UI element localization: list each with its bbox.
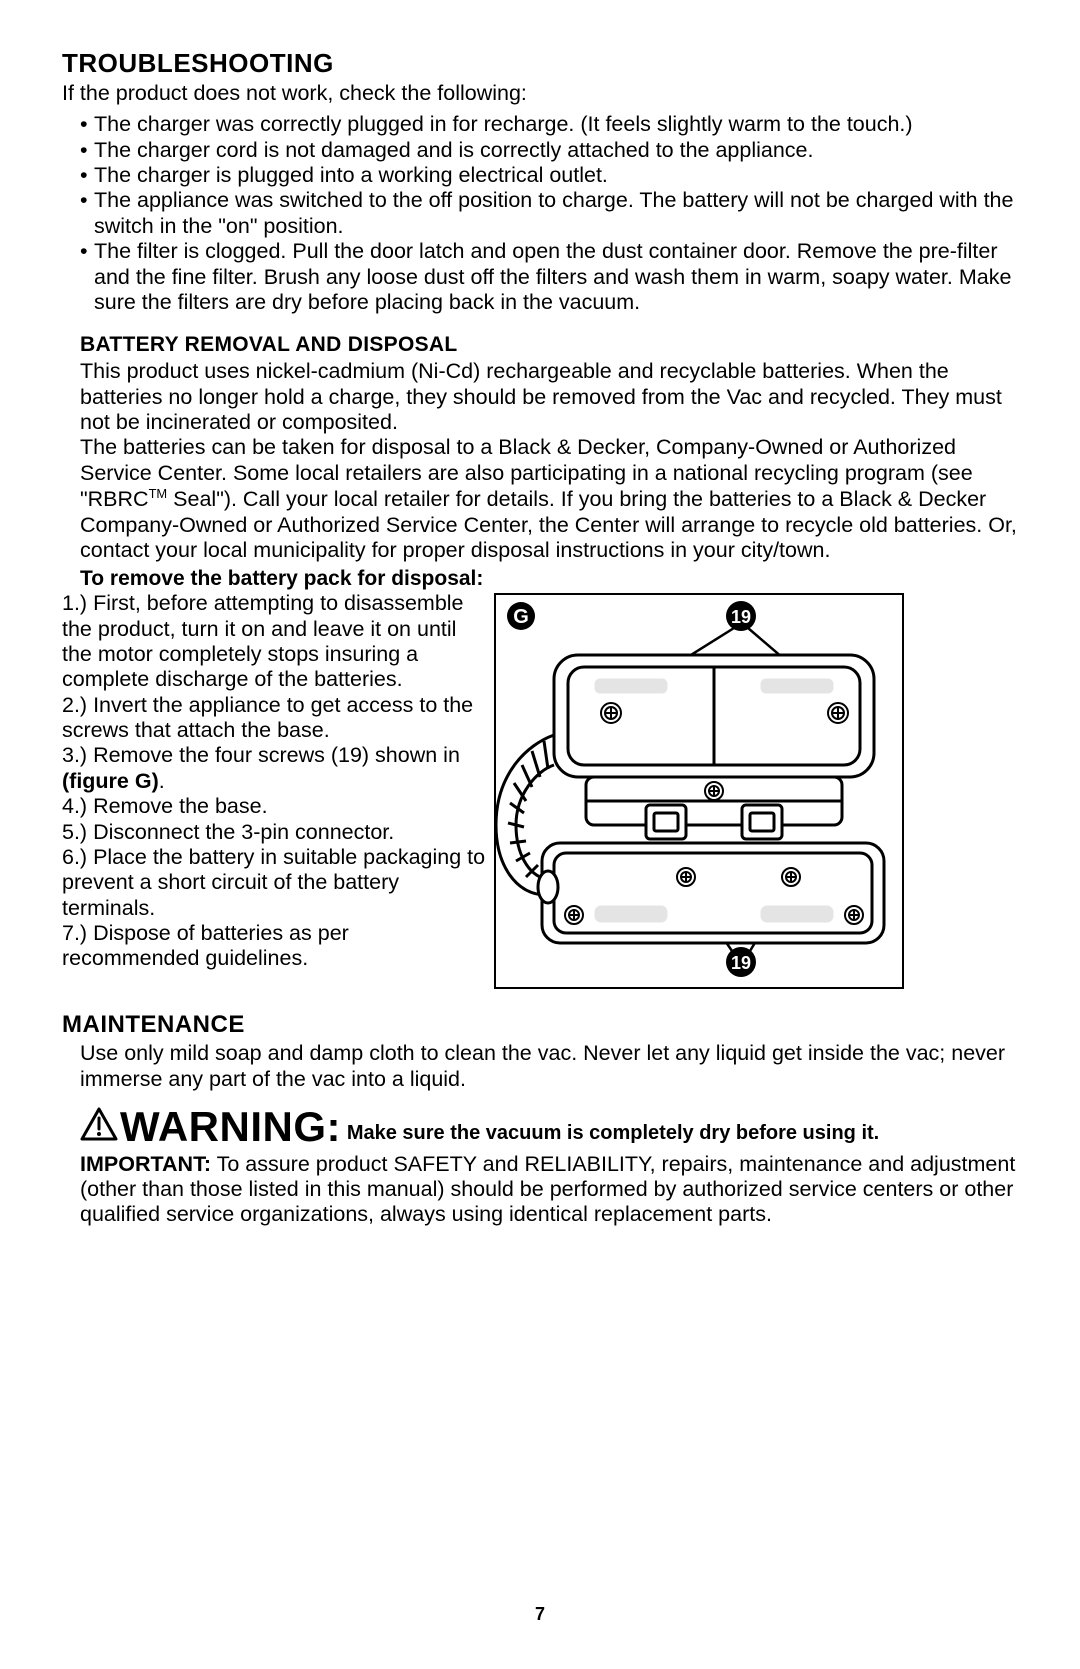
important-para: IMPORTANT: To assure product SAFETY and … — [62, 1152, 1018, 1228]
bullet-item: The filter is clogged. Pull the door lat… — [80, 239, 1018, 315]
step-6: 6.) Place the battery in suitable packag… — [62, 845, 488, 921]
maintenance-heading: MAINTENANCE — [62, 1011, 1018, 1039]
step-2: 2.) Invert the appliance to get access t… — [62, 693, 488, 744]
callout-19-bottom: 19 — [731, 953, 751, 973]
bullet-item: The charger is plugged into a working el… — [80, 163, 1018, 188]
step-3-text: 3.) Remove the four screws (19) shown in — [62, 743, 460, 767]
troubleshooting-intro: If the product does not work, check the … — [62, 81, 1018, 106]
bullet-item: The charger cord is not damaged and is c… — [80, 138, 1018, 163]
maintenance-para: Use only mild soap and damp cloth to cle… — [62, 1041, 1018, 1092]
step-3: 3.) Remove the four screws (19) shown in… — [62, 743, 488, 794]
warning-bold-text: Make sure the vacuum is completely dry b… — [347, 1122, 879, 1144]
bullet-item: The appliance was switched to the off po… — [80, 188, 1018, 239]
figure-g: G 19 19 — [494, 593, 904, 989]
battery-heading: BATTERY REMOVAL AND DISPOSAL — [62, 333, 1018, 357]
manual-page: TROUBLESHOOTING If the product does not … — [0, 0, 1080, 1669]
troubleshooting-list: The charger was correctly plugged in for… — [62, 112, 1018, 315]
step-7: 7.) Dispose of batteries as per recommen… — [62, 921, 488, 972]
figure-label-g: G — [513, 606, 529, 628]
step-3-figure-ref: (figure G) — [62, 769, 159, 793]
important-label: IMPORTANT: — [80, 1152, 211, 1176]
page-number: 7 — [0, 1604, 1080, 1625]
step-5: 5.) Disconnect the 3-pin connector. — [62, 820, 488, 845]
step-4: 4.) Remove the base. — [62, 794, 488, 819]
troubleshooting-heading: TROUBLESHOOTING — [62, 48, 1018, 79]
battery-para-1: This product uses nickel-cadmium (Ni-Cd)… — [62, 359, 1018, 435]
warning-triangle-icon — [80, 1107, 118, 1148]
tm-mark: TM — [149, 486, 168, 501]
callout-19-top: 19 — [731, 607, 751, 627]
warning-block: WARNING: Make sure the vacuum is complet… — [62, 1102, 1018, 1152]
battery-para-2: The batteries can be taken for disposal … — [62, 435, 1018, 563]
warning-word: WARNING: — [120, 1103, 341, 1150]
important-text: To assure product SAFETY and RELIABILITY… — [80, 1152, 1015, 1227]
battery-para-2b: Seal"). Call your local retailer for det… — [80, 487, 1017, 562]
remove-battery-heading: To remove the battery pack for disposal: — [62, 567, 1018, 591]
bullet-item: The charger was correctly plugged in for… — [80, 112, 1018, 137]
step-1: 1.) First, before attempting to disassem… — [62, 591, 488, 692]
